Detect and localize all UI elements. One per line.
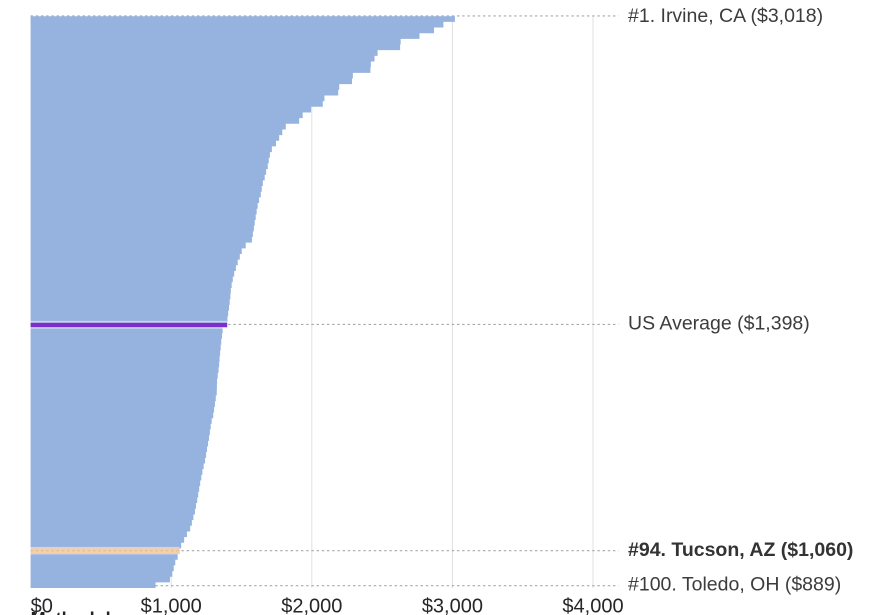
svg-text:US Average ($1,398): US Average ($1,398) [628,313,810,335]
svg-text:Methodology: Methodology [31,609,143,615]
svg-text:$4,000: $4,000 [562,595,623,615]
svg-text:$3,000: $3,000 [422,595,483,615]
svg-text:$2,000: $2,000 [281,595,342,615]
svg-text:$1,000: $1,000 [141,595,202,615]
svg-text:$0: $0 [31,595,53,615]
svg-text:#100. Toledo, OH ($889): #100. Toledo, OH ($889) [628,573,841,595]
svg-text:#1. Irvine, CA ($3,018): #1. Irvine, CA ($3,018) [628,5,823,27]
svg-text:#94. Tucson, AZ ($1,060): #94. Tucson, AZ ($1,060) [628,539,853,561]
